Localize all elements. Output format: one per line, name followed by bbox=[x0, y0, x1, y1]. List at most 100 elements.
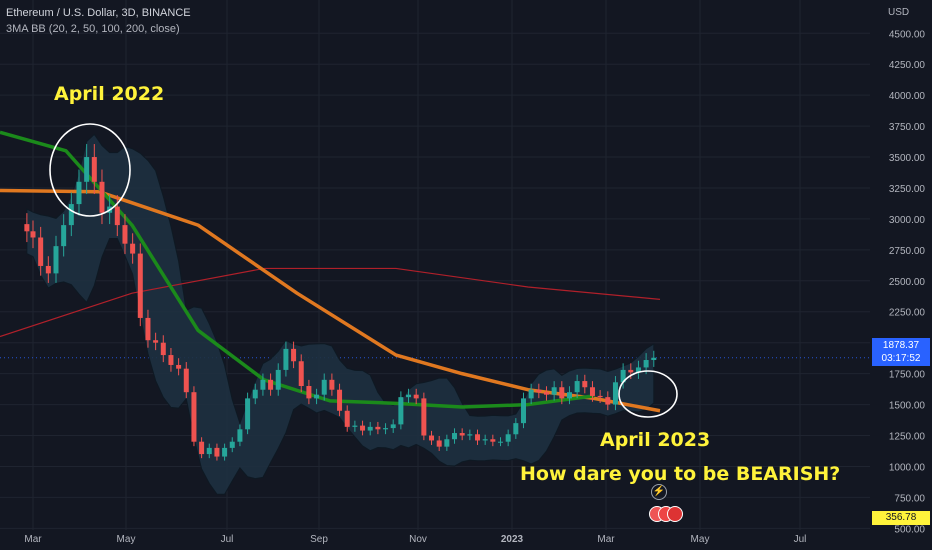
lightning-icon[interactable]: ⚡ bbox=[651, 484, 667, 500]
candle bbox=[505, 429, 511, 447]
candle-body bbox=[206, 447, 212, 455]
annotation-april-2022: April 2022 bbox=[54, 83, 165, 105]
candle-body bbox=[291, 348, 297, 362]
candle bbox=[367, 421, 373, 436]
candle bbox=[413, 388, 419, 405]
last-price-tag: 1878.37 03:17:52 bbox=[872, 338, 930, 366]
candle-body bbox=[635, 367, 641, 373]
candle bbox=[597, 390, 603, 403]
candle-body bbox=[413, 394, 419, 399]
candle-body bbox=[551, 387, 557, 395]
chart-title: Ethereum / U.S. Dollar, 3D, BINANCE bbox=[6, 7, 191, 19]
candle-body bbox=[528, 389, 534, 399]
candle bbox=[635, 360, 641, 379]
candle bbox=[390, 419, 396, 433]
candle-body bbox=[245, 398, 251, 430]
candle-body bbox=[252, 389, 258, 399]
candle-body bbox=[559, 387, 565, 399]
candle-body bbox=[467, 434, 473, 436]
candle-body bbox=[490, 439, 496, 442]
candle-body bbox=[344, 410, 350, 427]
candle-body bbox=[383, 428, 389, 430]
candle bbox=[589, 381, 595, 402]
candle-body bbox=[122, 225, 128, 244]
candle-body bbox=[145, 317, 151, 341]
candle-body bbox=[597, 395, 603, 398]
candle-body bbox=[53, 246, 59, 274]
candle-body bbox=[275, 369, 281, 390]
candle-body bbox=[314, 394, 320, 399]
candle bbox=[53, 235, 59, 283]
events-flags-icon[interactable] bbox=[649, 506, 683, 522]
y-axis-unit: USD bbox=[888, 7, 909, 18]
candle bbox=[513, 418, 519, 439]
candle-body bbox=[176, 364, 182, 369]
candle-body bbox=[99, 181, 105, 213]
candle-body bbox=[620, 369, 626, 383]
candle bbox=[536, 383, 542, 399]
candle bbox=[176, 358, 182, 376]
y-tick-label: 4000.00 bbox=[889, 91, 926, 102]
candle bbox=[314, 388, 320, 405]
candle-body bbox=[482, 439, 488, 441]
candle bbox=[574, 374, 580, 399]
candle bbox=[559, 381, 565, 405]
candle bbox=[153, 332, 159, 351]
y-tick-label: 750.00 bbox=[894, 493, 925, 504]
candle bbox=[452, 428, 458, 444]
candle bbox=[122, 214, 128, 255]
candle-body bbox=[76, 181, 82, 205]
candle bbox=[260, 373, 266, 396]
candle-body bbox=[536, 389, 542, 393]
candle bbox=[605, 391, 611, 411]
candle bbox=[651, 350, 657, 367]
ma-slow-line bbox=[0, 267, 661, 338]
y-tick-label: 2750.00 bbox=[889, 246, 926, 257]
annotation-circle-2022 bbox=[49, 123, 131, 217]
candle-body bbox=[91, 157, 97, 182]
candle-body bbox=[513, 423, 519, 435]
candle-body bbox=[352, 425, 358, 427]
candle bbox=[436, 435, 442, 451]
candle-body bbox=[643, 360, 649, 368]
candle bbox=[245, 392, 251, 435]
candle bbox=[24, 213, 30, 243]
candle bbox=[268, 373, 274, 396]
candle bbox=[191, 386, 197, 447]
x-tick-label: Jul bbox=[221, 534, 234, 545]
candle-body bbox=[306, 386, 312, 399]
candle-body bbox=[429, 435, 435, 441]
ma-fast-line bbox=[0, 130, 595, 409]
candle bbox=[329, 373, 335, 396]
candle-body bbox=[337, 389, 343, 411]
annotation-question: How dare you to be BEARISH? bbox=[520, 463, 841, 485]
candle-body bbox=[566, 392, 572, 399]
candle-body bbox=[498, 441, 503, 443]
candle-body bbox=[475, 434, 481, 441]
candle bbox=[306, 379, 312, 405]
candle bbox=[68, 192, 74, 237]
candle-body bbox=[183, 368, 189, 393]
candle-body bbox=[45, 265, 51, 274]
candle-body bbox=[421, 398, 427, 436]
y-tick-label: 2500.00 bbox=[889, 277, 926, 288]
candle-body bbox=[321, 379, 327, 395]
x-tick-label: May bbox=[691, 534, 710, 545]
candle-body bbox=[329, 379, 335, 390]
flag-icon bbox=[667, 506, 683, 522]
candle bbox=[459, 428, 465, 441]
candle-body bbox=[24, 224, 30, 232]
candle bbox=[199, 437, 205, 459]
candle-body bbox=[520, 398, 526, 424]
indicator-label: 3MA BB (20, 2, 50, 100, 200, close) bbox=[6, 23, 180, 35]
candle bbox=[145, 309, 151, 348]
candle bbox=[528, 383, 534, 405]
candle bbox=[375, 421, 381, 435]
candle-body bbox=[505, 434, 511, 442]
candle-body bbox=[651, 357, 657, 361]
candle-body bbox=[61, 225, 67, 247]
candle bbox=[566, 386, 572, 405]
candle bbox=[222, 443, 228, 461]
candle bbox=[620, 363, 626, 389]
